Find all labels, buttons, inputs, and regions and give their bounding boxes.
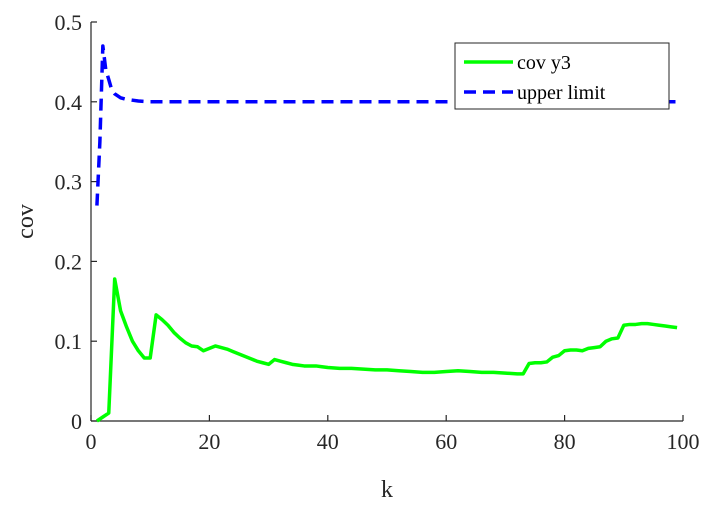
legend-box bbox=[454, 42, 670, 110]
x-tick-label: 80 bbox=[554, 429, 576, 454]
x-tick-label: 20 bbox=[198, 429, 220, 454]
y-axis-label: cov bbox=[13, 204, 39, 239]
series-line-cov-y3 bbox=[95, 277, 678, 423]
x-tick-label: 100 bbox=[667, 429, 700, 454]
y-tick-label: 0.1 bbox=[55, 329, 83, 354]
x-ticks: 0 20 40 60 80 100 bbox=[86, 415, 700, 454]
x-tick-label: 40 bbox=[317, 429, 339, 454]
legend-label-cov-y3: cov y3 bbox=[517, 52, 571, 74]
axes bbox=[90, 22, 683, 422]
y-tick-label: 0.5 bbox=[55, 10, 83, 35]
y-tick-label: 0.3 bbox=[55, 170, 83, 195]
legend-label-upper-limit: upper limit bbox=[517, 82, 606, 104]
x-tick-label: 0 bbox=[86, 429, 97, 454]
y-tick-label: 0 bbox=[71, 409, 82, 434]
x-axis-label: k bbox=[381, 477, 393, 503]
y-ticks: 0 0.1 0.2 0.3 0.4 0.5 bbox=[55, 10, 97, 434]
y-tick-label: 0.2 bbox=[55, 249, 83, 274]
legend: cov y3 upper limit bbox=[454, 42, 670, 110]
y-tick-label: 0.4 bbox=[55, 90, 83, 115]
x-tick-label: 60 bbox=[435, 429, 457, 454]
